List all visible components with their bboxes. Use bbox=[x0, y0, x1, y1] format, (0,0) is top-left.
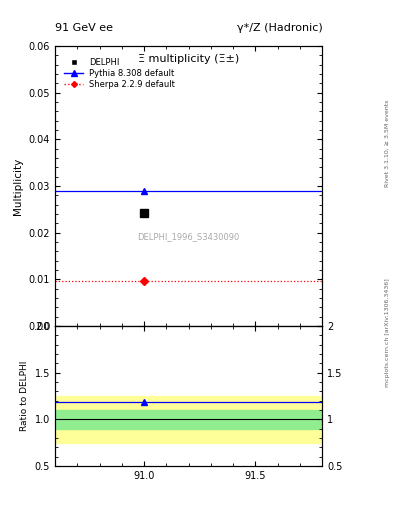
Text: Rivet 3.1.10, ≥ 3.5M events: Rivet 3.1.10, ≥ 3.5M events bbox=[385, 100, 389, 187]
Text: Ξ multiplicity (Ξ±): Ξ multiplicity (Ξ±) bbox=[138, 54, 239, 65]
Y-axis label: Multiplicity: Multiplicity bbox=[13, 157, 23, 215]
Text: γ*/Z (Hadronic): γ*/Z (Hadronic) bbox=[237, 23, 322, 33]
Text: mcplots.cern.ch [arXiv:1306.3436]: mcplots.cern.ch [arXiv:1306.3436] bbox=[385, 279, 389, 387]
Text: DELPHI_1996_S3430090: DELPHI_1996_S3430090 bbox=[138, 232, 240, 241]
Bar bbox=[55, 396, 322, 442]
Legend: DELPHI, Pythia 8.308 default, Sherpa 2.2.9 default: DELPHI, Pythia 8.308 default, Sherpa 2.2… bbox=[61, 55, 178, 92]
Text: 91 GeV ee: 91 GeV ee bbox=[55, 23, 113, 33]
Y-axis label: Ratio to DELPHI: Ratio to DELPHI bbox=[20, 361, 29, 431]
Bar bbox=[55, 410, 322, 429]
